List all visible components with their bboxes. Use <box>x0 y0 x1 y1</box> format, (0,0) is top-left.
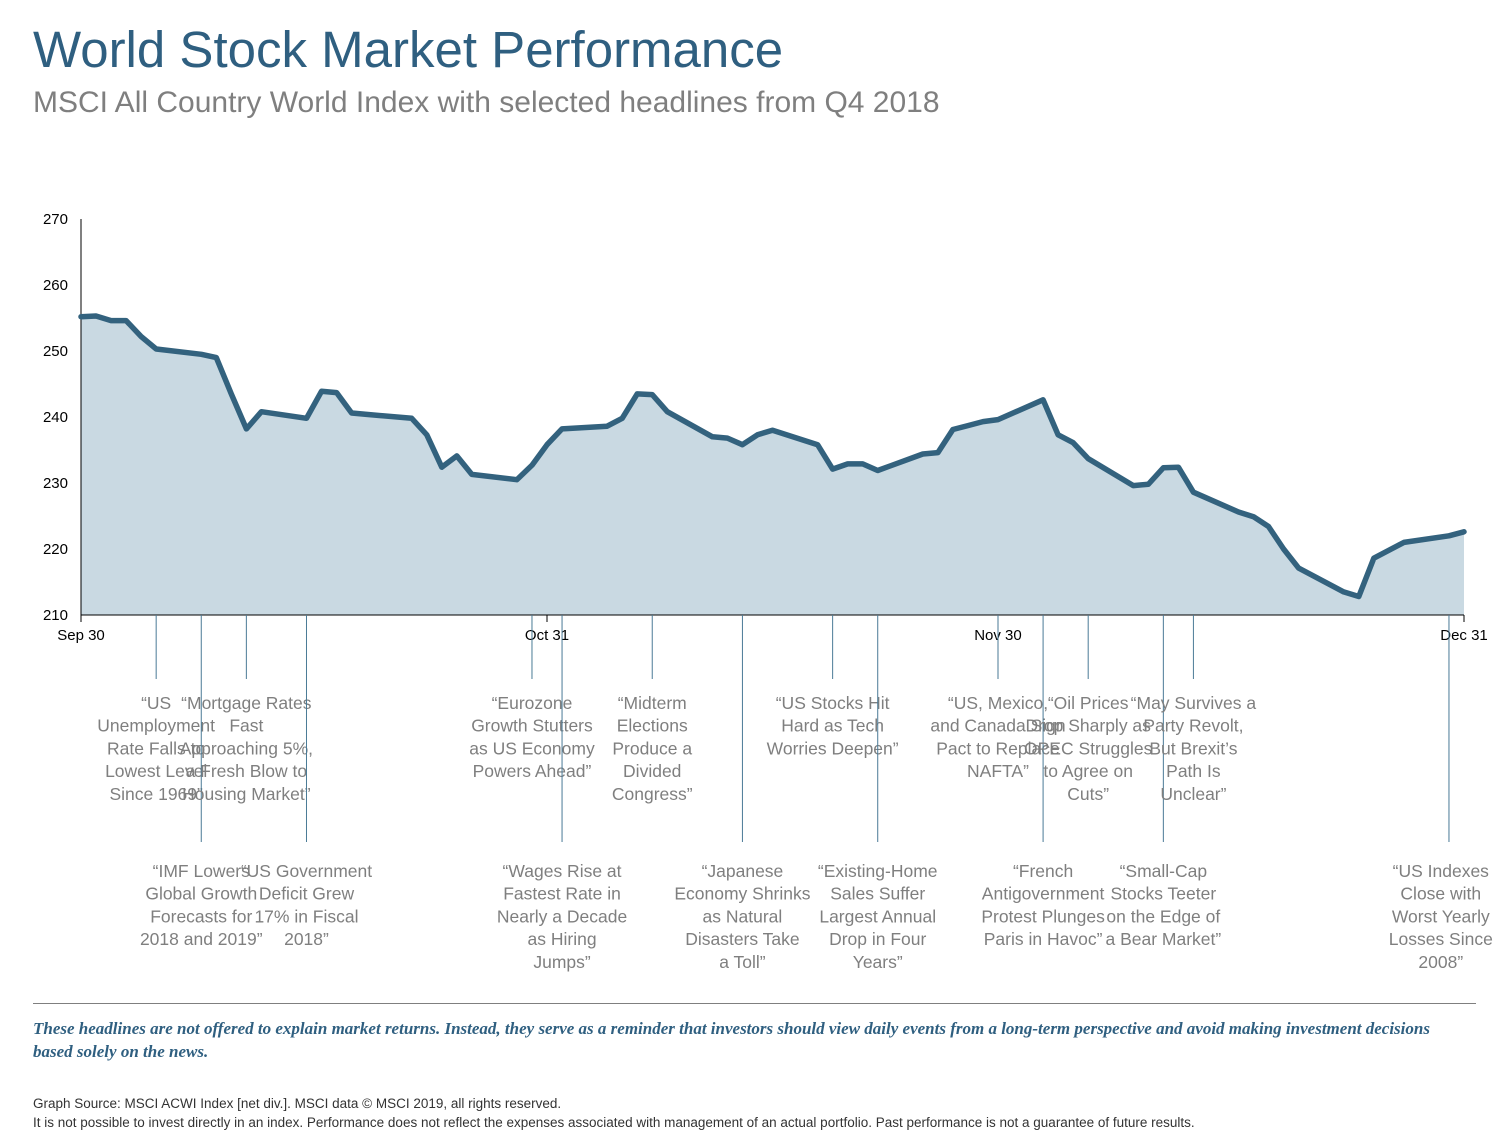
annotation-text: “Wages Rise at Fastest Rate in Nearly a De… <box>497 861 627 972</box>
annotation-text: “French Antigovernment Protest Plunges Pari… <box>981 861 1105 949</box>
y-tick-label: 210 <box>43 607 68 624</box>
annotation-text: “US Government Deficit Grew 17% in Fiscal 2… <box>241 861 372 949</box>
x-tick-label: Oct 31 <box>525 627 569 644</box>
annotation-text: “Small-Cap Stocks Teeter on the Edge of a B… <box>1105 861 1221 949</box>
annotation-text: “US Stocks Hit Hard as Tech Worries Deepen… <box>767 693 899 758</box>
annotation-text: “Japanese Economy Shrinks as Natural Disast… <box>674 861 810 972</box>
x-tick-label: Sep 30 <box>57 627 105 644</box>
annotation-text: “May Survives a Party Revolt, But Brexit’s… <box>1131 693 1257 804</box>
disclaimer-text: These headlines are not offered to expla… <box>33 1019 1430 1061</box>
annotation-text: “Mortgage Rates Fast Approaching 5%, a Fres… <box>180 693 313 804</box>
divider-rule <box>33 1003 1476 1004</box>
annotation-text: “US Unemployment Rate Falls to Lowest Level… <box>97 693 215 804</box>
y-tick-label: 250 <box>43 343 68 360</box>
y-tick-label: 220 <box>43 541 68 558</box>
y-tick-label: 230 <box>43 475 68 492</box>
annotation-text: “Midterm Elections Produce a Divided Congres… <box>612 693 693 804</box>
annotation-text: “Oil Prices Drop Sharply as OPEC Struggles… <box>1024 693 1153 804</box>
annotation-text: “US, Mexico, and Canada Sign Pact to Repla… <box>930 693 1065 781</box>
series-line <box>78 313 1467 600</box>
chart-subtitle: MSCI All Country World Index with select… <box>33 86 940 119</box>
x-tick-label: Dec 31 <box>1440 627 1488 644</box>
series-area <box>81 316 1464 615</box>
y-tick-label: 260 <box>43 277 68 294</box>
graph-source-note: Graph Source: MSCI ACWI Index [net div.]… <box>33 1096 562 1111</box>
annotation-text: “Eurozone Growth Stutters as US Economy Pow… <box>469 693 595 781</box>
performance-disclaimer-note: It is not possible to invest directly in… <box>33 1115 1195 1130</box>
y-tick-label: 240 <box>43 409 68 426</box>
annotation-text: “Existing-Home Sales Suffer Largest Annual… <box>818 861 938 972</box>
y-tick-label: 270 <box>43 211 68 228</box>
annotation-text: “IMF Lowers Global Growth Forecasts for 201… <box>140 861 263 949</box>
annotation-text: “US Indexes Close with Worst Yearly Losses … <box>1389 861 1493 972</box>
chart-title: World Stock Market Performance <box>33 21 784 78</box>
